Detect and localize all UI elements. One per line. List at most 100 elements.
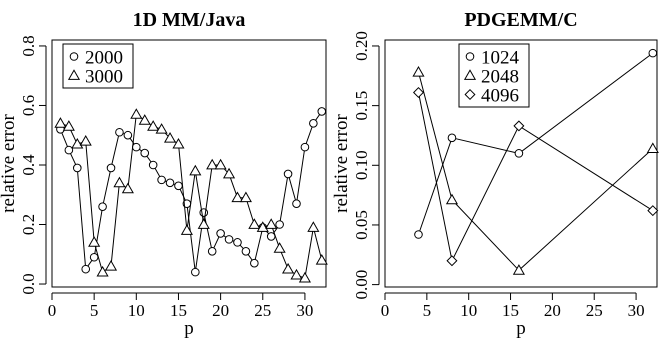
x-tick-label: 15 xyxy=(502,301,519,320)
data-point-2000 xyxy=(81,264,91,274)
y-tick-label: 0.2 xyxy=(19,214,38,235)
data-point-3000 xyxy=(130,108,143,119)
data-point-1024 xyxy=(447,133,457,143)
chart-panel-2: PDGEMM/C 0 5 10 15 20 25 30 p 0.00 0.05 0.10 0.15 0.2… xyxy=(331,9,659,339)
legend-label: 2000 xyxy=(85,48,123,69)
data-point-2048 xyxy=(445,193,459,205)
data-point-3000 xyxy=(96,265,109,277)
y-tick-label: 0.20 xyxy=(352,31,371,61)
data-point-1024 xyxy=(648,48,658,58)
data-point-2000 xyxy=(123,130,133,140)
data-point-2000 xyxy=(207,246,217,256)
data-point-3000 xyxy=(71,137,84,149)
chart-panel-1: 1D MM/Java 0 5 10 15 20 25 30 p 0.0 0.2 0.4 0.6 0.8 re… xyxy=(0,9,328,339)
data-point-3000 xyxy=(298,271,311,283)
x-tick-label: 0 xyxy=(48,301,57,320)
x-axis-label: p xyxy=(516,318,526,339)
x-tick-label: 10 xyxy=(128,301,145,320)
y-tick-label: 0.0 xyxy=(19,273,38,294)
data-point-2000 xyxy=(241,246,251,256)
legend-marker-4096 xyxy=(464,88,476,101)
legend-box xyxy=(62,43,134,89)
data-point-2000 xyxy=(157,175,166,185)
data-point-2000 xyxy=(275,220,284,229)
legend-label: 3000 xyxy=(85,67,123,88)
data-point-2000 xyxy=(140,148,150,158)
data-point-3000 xyxy=(180,224,193,235)
data-point-3000 xyxy=(155,123,168,134)
data-point-3000 xyxy=(231,191,244,203)
plot-frame xyxy=(384,39,658,288)
data-point-3000 xyxy=(222,167,236,179)
data-point-2000 xyxy=(72,163,82,173)
x-tick-label: 20 xyxy=(544,301,561,320)
data-point-3000 xyxy=(239,191,252,203)
data-point-4096 xyxy=(412,86,424,99)
data-point-2000 xyxy=(132,142,141,152)
data-point-3000 xyxy=(163,131,177,143)
data-point-3000 xyxy=(214,158,227,170)
data-point-3000 xyxy=(79,134,92,146)
chart-title: 1D MM/Java xyxy=(133,9,246,31)
x-tick-label: 30 xyxy=(628,301,645,320)
data-point-1024 xyxy=(514,149,524,158)
legend-label: 1024 xyxy=(481,48,520,69)
data-point-2000 xyxy=(174,181,183,191)
data-point-2048 xyxy=(412,66,425,77)
legend-label: 2048 xyxy=(481,67,519,88)
data-point-2000 xyxy=(250,258,259,268)
y-tick-label: 0.8 xyxy=(19,35,38,56)
data-point-2048 xyxy=(512,264,525,275)
data-point-2000 xyxy=(98,202,107,211)
data-point-2000 xyxy=(309,119,318,128)
legend-marker-3000 xyxy=(67,69,81,80)
data-point-3000 xyxy=(256,221,269,232)
y-tick-label: 0.6 xyxy=(19,95,38,116)
series-line-3000 xyxy=(60,113,323,279)
data-point-2000 xyxy=(115,127,124,137)
data-point-3000 xyxy=(104,259,118,271)
x-tick-label: 15 xyxy=(170,301,187,320)
data-point-3000 xyxy=(54,117,67,128)
x-tick-label: 25 xyxy=(586,301,603,320)
data-point-2000 xyxy=(317,107,327,116)
chart-title: PDGEMM/C xyxy=(464,9,577,31)
data-point-1024 xyxy=(414,230,423,239)
series-line-4096 xyxy=(418,92,654,263)
y-axis-label: relative error xyxy=(0,114,19,213)
data-point-3000 xyxy=(172,137,185,149)
series-line-1024 xyxy=(418,52,654,235)
data-point-2000 xyxy=(106,163,116,173)
data-point-3000 xyxy=(248,218,261,229)
data-point-2000 xyxy=(64,145,74,155)
data-point-4096 xyxy=(513,120,525,132)
y-tick-label: 0.15 xyxy=(352,91,371,121)
legend-marker-2000 xyxy=(69,52,79,61)
x-tick-label: 0 xyxy=(381,301,390,320)
y-tick-label: 0.10 xyxy=(352,150,371,180)
data-point-3000 xyxy=(197,218,210,229)
x-tick-label: 10 xyxy=(460,301,477,320)
data-point-3000 xyxy=(290,268,303,280)
data-point-2000 xyxy=(165,178,175,188)
x-tick-label: 5 xyxy=(423,301,432,320)
legend-marker-1024 xyxy=(465,52,475,61)
data-point-2000 xyxy=(191,267,200,277)
data-point-3000 xyxy=(113,176,126,188)
data-point-3000 xyxy=(265,218,278,229)
data-point-3000 xyxy=(138,114,151,125)
data-point-4096 xyxy=(647,205,659,217)
plot-frame xyxy=(51,39,327,288)
data-point-3000 xyxy=(307,221,320,232)
data-point-4096 xyxy=(446,255,458,267)
series-line-2048 xyxy=(418,72,654,271)
data-point-2000 xyxy=(89,252,99,262)
data-point-3000 xyxy=(273,242,286,253)
x-tick-label: 20 xyxy=(212,301,229,320)
y-tick-label: 0.4 xyxy=(19,154,38,176)
y-tick-label: 0.05 xyxy=(352,210,371,240)
data-point-2000 xyxy=(216,229,225,238)
data-point-2048 xyxy=(646,142,659,153)
